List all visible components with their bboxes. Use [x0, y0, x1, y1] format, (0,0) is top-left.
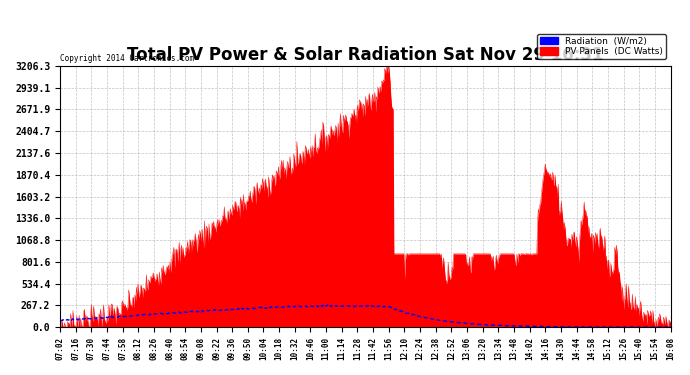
Title: Total PV Power & Solar Radiation Sat Nov 29 16:31: Total PV Power & Solar Radiation Sat Nov…: [127, 46, 604, 64]
Text: Copyright 2014 Cartronics.com: Copyright 2014 Cartronics.com: [60, 54, 194, 63]
Legend: Radiation  (W/m2), PV Panels  (DC Watts): Radiation (W/m2), PV Panels (DC Watts): [538, 34, 666, 58]
